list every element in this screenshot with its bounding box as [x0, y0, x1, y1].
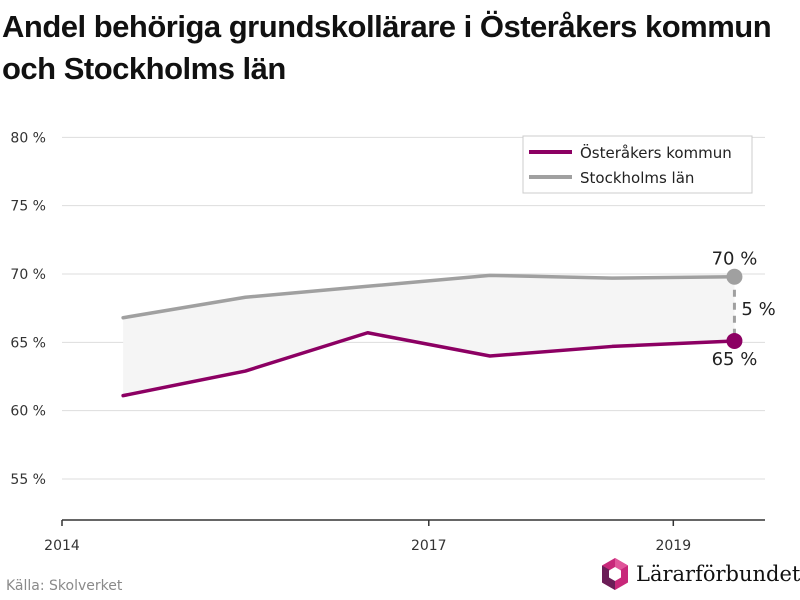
lararforbundet-logo: Lärarförbundet [600, 556, 800, 592]
x-tick-label-2019: 2019 [655, 538, 691, 554]
x-tick-label-2017: 2017 [411, 538, 447, 554]
y-tick-label-65: 65 % [10, 335, 46, 351]
gap-band-area [123, 275, 735, 396]
chart-title: Andel behöriga grundskollärare i Österåk… [2, 9, 772, 86]
end-point-osteraker [726, 332, 743, 349]
end-label-osteraker: 65 % [712, 349, 758, 370]
gap-label: 5 % [741, 299, 775, 320]
end-point-stockholm [726, 268, 743, 285]
series-line-stockholm [121, 273, 737, 320]
x-axis: 2014 2017 2019 [44, 519, 765, 554]
legend: Österåkers kommun Stockholms län [522, 135, 753, 194]
end-annotations: 70 % 65 % 5 % [712, 249, 776, 370]
y-tick-label-60: 60 % [10, 404, 46, 420]
legend-box [522, 135, 753, 194]
y-tick-label-80: 80 % [10, 130, 46, 146]
legend-label-stockholm: Stockholms län [580, 169, 694, 187]
legend-label-osteraker: Österåkers kommun [580, 143, 732, 162]
y-tick-label-55: 55 % [10, 472, 46, 488]
logo-icon [602, 558, 628, 590]
gap-band [123, 275, 735, 396]
logo-text: Lärarförbundet [636, 562, 800, 586]
x-tick-label-2014: 2014 [44, 538, 80, 554]
y-axis-tick-labels: 55 % 60 % 65 % 70 % 75 % 80 % [10, 130, 46, 488]
series-line-osteraker [121, 331, 737, 398]
end-label-stockholm: 70 % [712, 249, 758, 270]
y-tick-label-75: 75 % [10, 199, 46, 215]
series-lines [121, 273, 737, 398]
source-note: Källa: Skolverket [6, 578, 123, 594]
y-tick-label-70: 70 % [10, 267, 46, 283]
